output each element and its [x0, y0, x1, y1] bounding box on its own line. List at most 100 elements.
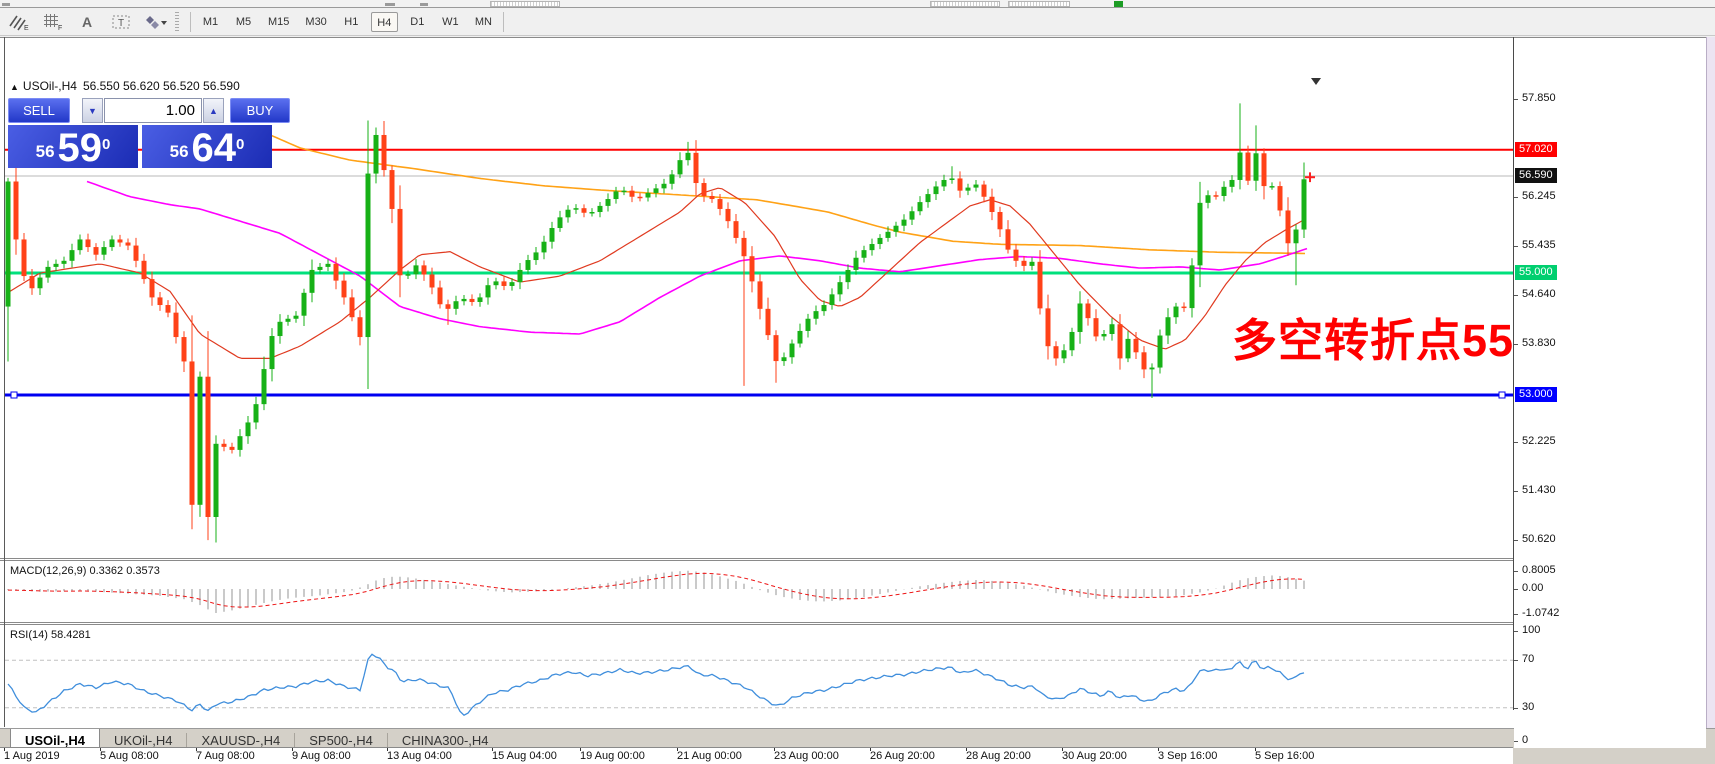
symbol-tab-ukoilh4[interactable]: UKOil-,H4 [113, 733, 173, 748]
time-tick: 9 Aug 08:00 [292, 748, 351, 762]
time-tick: 3 Sep 16:00 [1158, 748, 1218, 762]
svg-text:F: F [58, 25, 62, 31]
ohlc-values: 56.550 56.620 56.520 56.590 [82, 79, 240, 93]
current-price-badge: 56.590 [1515, 168, 1557, 183]
panel-divider [0, 560, 1513, 561]
text-box-icon[interactable]: T [106, 11, 136, 33]
ma-fast-red[interactable] [9, 187, 1307, 359]
time-tick: 21 Aug 00:00 [677, 748, 742, 762]
time-tick: 7 Aug 08:00 [196, 748, 255, 762]
clipped-toolbar-strip [0, 0, 1715, 8]
level-price-badge: 57.020 [1515, 141, 1557, 157]
symbol-tab-xauusdh4[interactable]: XAUUSD-,H4 [201, 733, 281, 748]
ma-slow-orange[interactable] [264, 131, 1306, 255]
sell-price-pip: 0 [102, 136, 111, 153]
one-click-trade-panel: SELL ▼ ▲ BUY 56 59 0 56 64 0 [8, 98, 290, 168]
trendline-handle[interactable] [1498, 391, 1506, 399]
clipped-input [930, 1, 1000, 7]
volume-input[interactable] [104, 98, 202, 123]
sell-price-panel[interactable]: 56 59 0 [8, 125, 138, 168]
timeframe-button-w1[interactable]: W1 [442, 16, 459, 28]
svg-text:E: E [24, 25, 29, 31]
window-edge [1706, 37, 1715, 764]
clipped-icon-green [1114, 1, 1123, 7]
buy-button[interactable]: BUY [230, 98, 290, 123]
indicators-icon[interactable]: E [4, 11, 34, 33]
tab-separator [294, 733, 296, 749]
volume-increase-button[interactable]: ▲ [203, 98, 224, 123]
time-tick: 15 Aug 04:00 [492, 748, 557, 762]
macd-signal-line [7, 572, 1305, 608]
macd-signal-value: 0.3573 [126, 565, 160, 577]
volume-decrease-button[interactable]: ▼ [82, 98, 103, 123]
buy-price-int: 56 [169, 142, 189, 161]
rsi-value: 58.4281 [50, 629, 91, 641]
chart-area: ▲ USOil-,H4 56.550 56.620 56.520 56.590 SE… [0, 37, 1715, 764]
chart-toolbar: E F A T [0, 9, 1715, 36]
price-chart-canvas[interactable] [5, 76, 1513, 558]
timeframe-button-m15[interactable]: M15 [268, 16, 290, 28]
panel-divider[interactable] [0, 622, 1513, 623]
panel-divider[interactable] [0, 558, 1513, 559]
timeframe-buttons: M1 M5 M15 M30 H1 H4 D1 W1 MN [197, 12, 497, 32]
sell-price-int: 56 [35, 142, 55, 161]
time-tick: 26 Aug 20:00 [870, 748, 935, 762]
time-tick: 23 Aug 00:00 [774, 748, 839, 762]
time-tick: 5 Sep 16:00 [1255, 748, 1315, 762]
time-tick: 5 Aug 08:00 [100, 748, 159, 762]
text-label-icon[interactable]: A [81, 14, 93, 30]
clipped-input [490, 1, 560, 7]
time-tick: 30 Aug 20:00 [1062, 748, 1127, 762]
macd-label: MACD(12,26,9) 0.3362 0.3573 [10, 565, 160, 577]
grid-icon[interactable]: F [38, 11, 68, 33]
collapse-quotes-icon[interactable]: ▲ [10, 82, 19, 92]
current-bar-marker [1305, 172, 1315, 183]
timeframe-button-mn[interactable]: MN [474, 16, 492, 28]
rsi-canvas[interactable] [5, 625, 1513, 747]
objects-arrows-icon[interactable] [140, 11, 170, 33]
timeframe-button-m5[interactable]: M5 [235, 16, 252, 28]
clipped-input [1008, 1, 1070, 7]
buy-price-main: 64 [191, 126, 237, 170]
ma-mid-magenta[interactable] [86, 180, 1308, 335]
panel-divider [0, 747, 1513, 748]
time-tick: 1 Aug 2019 [4, 748, 60, 762]
rsi-label: RSI(14) 58.4281 [10, 629, 91, 641]
clipped-icon [420, 3, 428, 6]
chart-shift-marker[interactable] [1311, 78, 1321, 85]
macd-canvas[interactable] [5, 561, 1513, 622]
toolbar-separator [190, 12, 191, 32]
timeframe-button-m30[interactable]: M30 [305, 16, 327, 28]
trendline-handle[interactable] [10, 391, 18, 399]
clipped-icon [2, 3, 10, 6]
symbol-tab-china300h4[interactable]: CHINA300-,H4 [401, 733, 489, 748]
level-price-badge: 55.000 [1515, 265, 1557, 280]
timeframe-button-h4[interactable]: H4 [370, 12, 398, 32]
time-axis[interactable]: 1 Aug 2019 5 Aug 08:00 7 Aug 08:00 9 Aug 08… [0, 748, 1513, 764]
symbol-name: USOil-,H4 [22, 79, 77, 93]
tab-separator [386, 733, 388, 749]
timeframe-button-d1[interactable]: D1 [410, 16, 425, 28]
clipped-icon [385, 3, 395, 6]
buy-price-pip: 0 [236, 136, 245, 153]
window-border [4, 37, 5, 727]
candlesticks[interactable] [5, 103, 1307, 543]
level-price-badge: 53.000 [1515, 387, 1557, 402]
sell-button[interactable]: SELL [8, 98, 70, 123]
toolbar-grip[interactable] [175, 12, 179, 32]
timeframe-button-m1[interactable]: M1 [202, 16, 219, 28]
symbol-tab-sp500h4[interactable]: SP500-,H4 [309, 733, 373, 748]
rsi-line [7, 653, 1305, 716]
svg-text:T: T [118, 18, 124, 29]
sell-price-main: 59 [57, 126, 103, 170]
toolbar-separator [502, 12, 504, 32]
chart-text-annotation[interactable]: 多空转折点55 [1232, 315, 1515, 366]
macd-main-value: 0.3362 [89, 565, 124, 577]
price-axis[interactable]: 57.850 56.245 55.435 54.640 53.830 52.225 51.4… [1514, 76, 1706, 748]
macd-histogram [7, 570, 1305, 613]
timeframe-button-h1[interactable]: H1 [344, 16, 359, 28]
buy-price-panel[interactable]: 56 64 0 [142, 125, 272, 168]
axis-separator[interactable] [1513, 37, 1514, 710]
time-tick: 13 Aug 04:00 [387, 748, 452, 762]
